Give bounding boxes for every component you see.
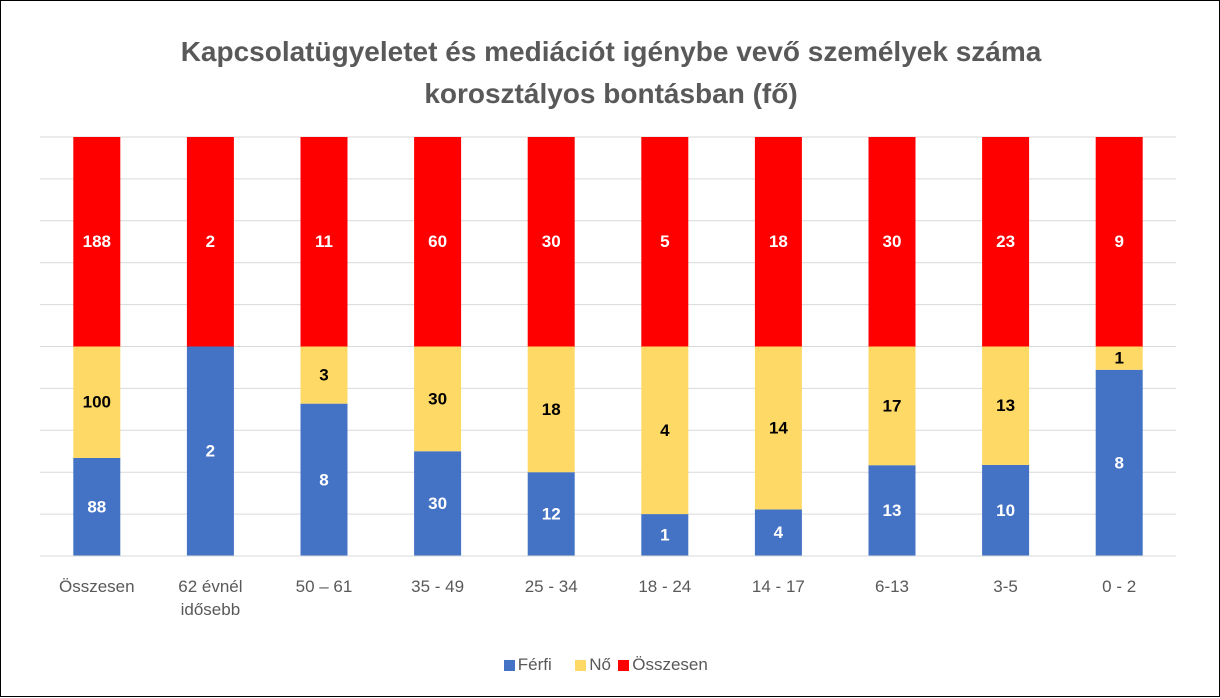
data-label: 8 — [319, 470, 328, 489]
bar-segment — [754, 137, 802, 347]
legend-label: Férfi — [517, 655, 552, 674]
data-label: 18 — [542, 400, 561, 419]
legend-swatch — [575, 660, 587, 671]
legend-swatch — [618, 660, 630, 671]
x-tick-label: 18 - 24 — [638, 577, 692, 596]
x-tick-label: 25 - 34 — [524, 577, 578, 596]
bar-segment — [186, 137, 234, 347]
bar-segment — [73, 137, 121, 347]
data-label: 11 — [315, 232, 333, 251]
bar-segment — [641, 137, 689, 347]
data-label: 100 — [83, 393, 111, 412]
bar-segment — [641, 514, 689, 556]
x-tick-label: Összesen — [59, 577, 135, 596]
bar-segment — [754, 346, 802, 510]
bar-segment — [982, 346, 1030, 465]
bar-segment — [1095, 137, 1143, 347]
data-label: 4 — [774, 523, 784, 542]
bar-segment — [868, 346, 916, 466]
bar-segment — [186, 346, 234, 556]
bar-segment — [300, 346, 348, 404]
legend-swatch — [503, 660, 515, 671]
data-label: 8 — [1114, 453, 1123, 472]
data-label: 5 — [660, 232, 669, 251]
data-label: 2 — [206, 442, 215, 461]
data-label: 10 — [996, 501, 1015, 520]
bar-segment — [414, 137, 462, 347]
data-label: 4 — [660, 421, 670, 440]
bar-segment — [73, 346, 121, 458]
bar-segment — [1095, 369, 1143, 556]
data-label: 12 — [542, 505, 561, 524]
data-label: 30 — [883, 232, 902, 251]
x-tick-label: 3-5 — [993, 577, 1018, 596]
data-label: 14 — [769, 418, 788, 437]
data-label: 188 — [83, 232, 111, 251]
x-tick-label: 6-13 — [874, 577, 910, 596]
bar-segment — [982, 137, 1030, 347]
x-tick-label: 35 - 49 — [411, 577, 465, 596]
data-label: 18 — [769, 232, 788, 251]
data-label: 30 — [542, 232, 561, 251]
bar-segment — [414, 346, 462, 452]
bar-segment — [754, 509, 802, 556]
data-label: 30 — [428, 389, 447, 408]
data-label: 3 — [319, 366, 328, 385]
x-tick-label: 0 - 2 — [1102, 577, 1137, 596]
chart-title: Kapcsolatügyeletet és mediációt igénybe … — [180, 36, 1042, 109]
data-label: 13 — [996, 396, 1015, 415]
bar-segment — [641, 346, 689, 515]
bar-segment — [868, 465, 916, 556]
bar-segment — [414, 451, 462, 556]
bar-segment — [527, 346, 575, 473]
bar-segment — [300, 403, 348, 556]
bar-segment — [73, 457, 121, 556]
legend-label: Nő — [589, 655, 611, 674]
data-label: 1 — [660, 526, 669, 545]
legend-label: Összesen — [632, 655, 708, 674]
bar-segment — [527, 137, 575, 347]
bar-segment — [527, 472, 575, 556]
data-label: 88 — [87, 497, 106, 516]
data-label: 60 — [428, 232, 447, 251]
x-tick-label: 50 – 61 — [295, 577, 353, 596]
data-label: 2 — [206, 232, 215, 251]
data-label: 23 — [996, 232, 1015, 251]
data-label: 1 — [1114, 349, 1123, 368]
data-label: 30 — [428, 494, 447, 513]
bar-segment — [300, 137, 348, 347]
data-label: 9 — [1114, 232, 1123, 251]
bar-segment — [982, 464, 1030, 556]
x-tick-label: 62 évnél idősebb — [178, 577, 243, 619]
bar-segment — [1095, 346, 1143, 370]
data-label: 13 — [883, 501, 902, 520]
x-tick-label: 14 - 17 — [751, 577, 805, 596]
data-label: 17 — [883, 396, 902, 415]
bar-segment — [868, 137, 916, 347]
